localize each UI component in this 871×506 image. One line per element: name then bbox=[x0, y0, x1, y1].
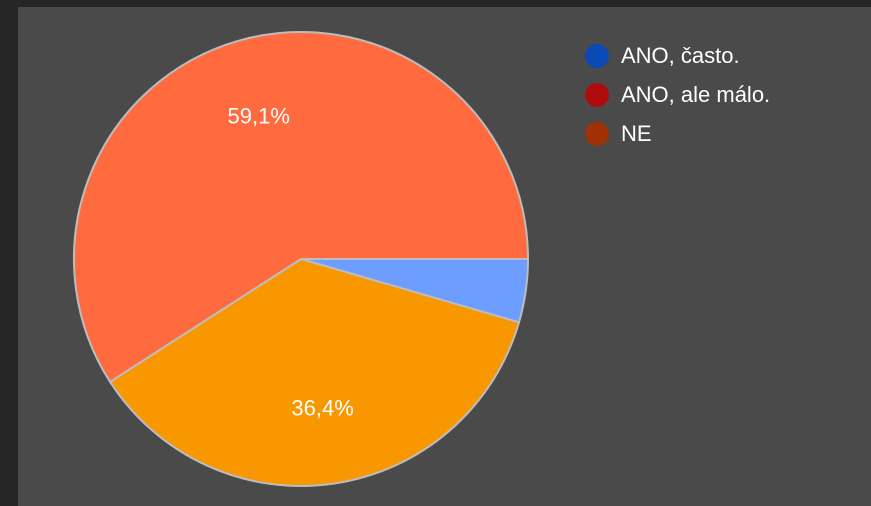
slice-ne[interactable] bbox=[73, 31, 530, 384]
pie-labels: 36,4% 59,1% bbox=[228, 103, 354, 420]
legend-swatch-ano-casto bbox=[585, 43, 609, 68]
legend-item-ano-casto[interactable]: ANO, často. bbox=[585, 36, 770, 75]
legend-label-ne: NE bbox=[621, 120, 652, 146]
legend-swatch-ne bbox=[585, 121, 609, 146]
legend-label-ano-ale-malo: ANO, ale málo. bbox=[621, 81, 771, 107]
slice-ano-ale-malo[interactable] bbox=[108, 257, 521, 487]
slice-ano-ale-malo-label: 36,4% bbox=[291, 395, 353, 420]
legend-label-ano-casto: ANO, často. bbox=[621, 42, 740, 68]
legend-swatch-ano-ale-malo bbox=[585, 82, 609, 107]
legend-item-ne[interactable]: NE bbox=[585, 114, 770, 153]
slice-ne-label: 59,1% bbox=[228, 103, 290, 128]
pie-chart: 36,4% 59,1% bbox=[73, 31, 530, 487]
legend: ANO, často. ANO, ale málo. NE bbox=[585, 36, 770, 153]
pie-slices bbox=[73, 31, 530, 487]
legend-item-ano-ale-malo[interactable]: ANO, ale málo. bbox=[585, 75, 770, 114]
chart-panel: 36,4% 59,1% ANO, často. ANO, ale málo. NE bbox=[18, 7, 871, 506]
